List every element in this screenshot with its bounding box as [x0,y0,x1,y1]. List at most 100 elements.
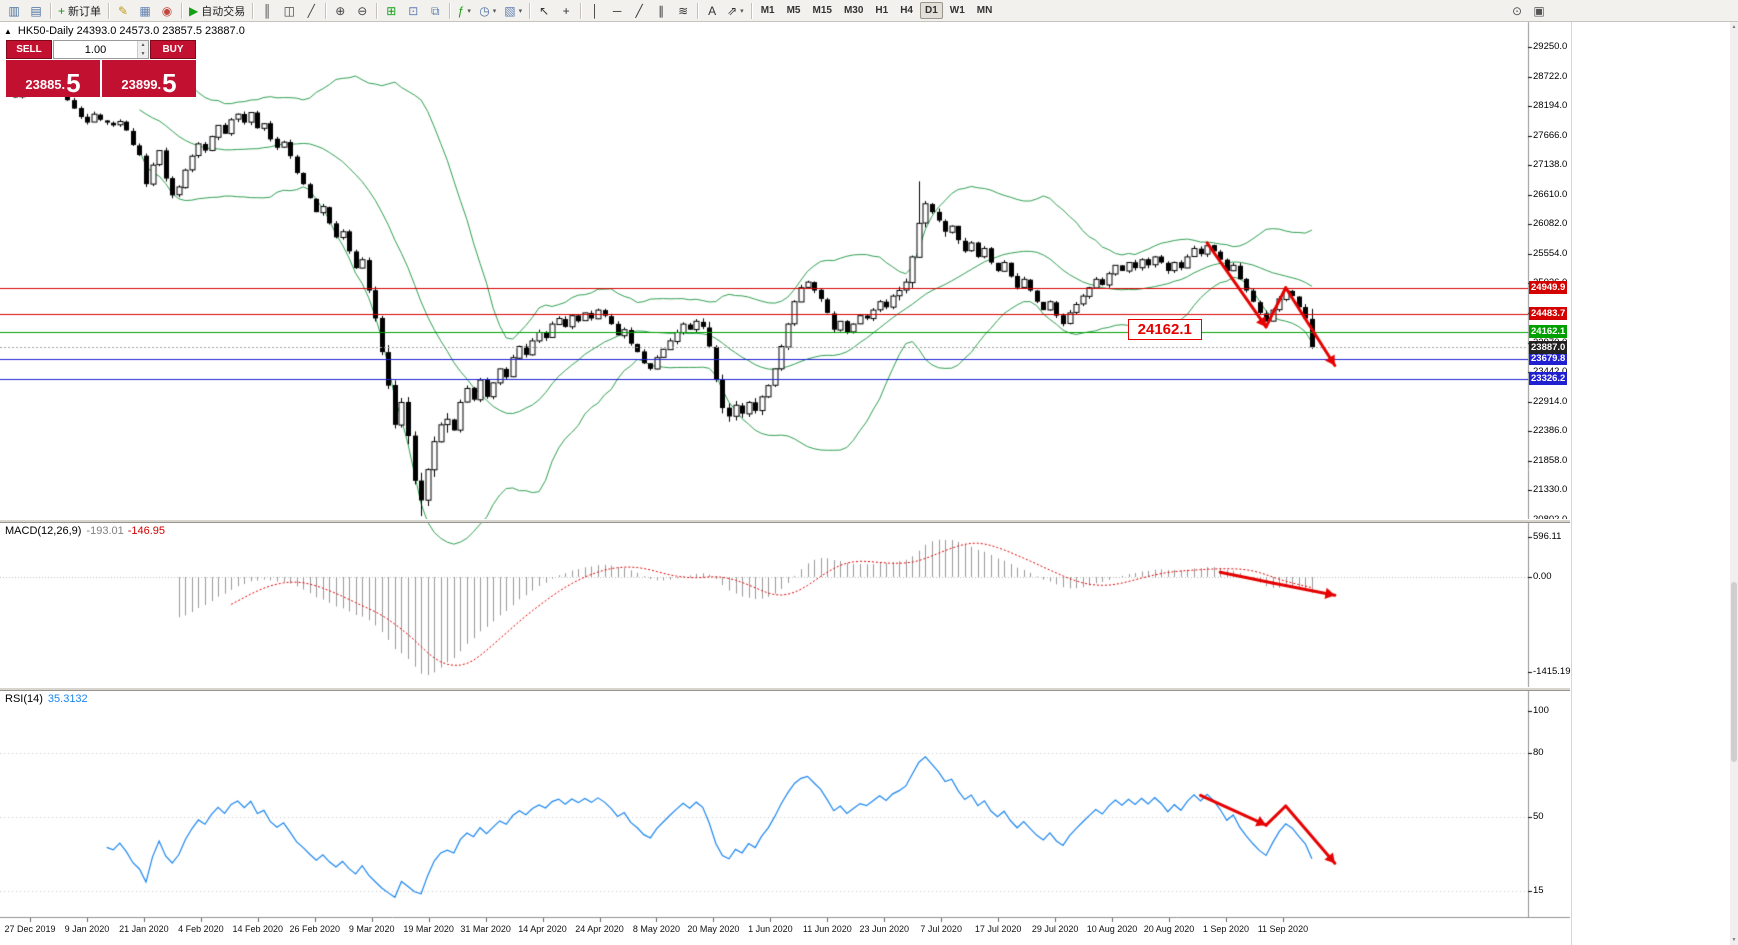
right-empty-area [1571,22,1730,945]
arrows-tool-icon: ⇗ [727,3,738,18]
ohlc-text: HK50-Daily 24393.0 24573.0 23857.5 23887… [17,25,245,37]
oneclick-trading-panel: SELL ▲▼ BUY 23885.5 23899.5 [6,40,196,97]
bar-chart-mode-button[interactable]: ║ [257,2,277,20]
rsi-label: RSI(14) [5,693,43,705]
macd-value-main: -193.01 [86,525,124,537]
zoom-in-button[interactable]: ⊕ [330,2,350,20]
volume-up-button[interactable]: ▲ [138,41,148,50]
timeframe-m15-button[interactable]: M15 [812,5,832,16]
autotrading-button[interactable]: ▶ 自动交易 [186,2,248,20]
toolbar-separator [325,2,327,19]
buy-price-display[interactable]: 23899. 5 [102,60,196,97]
toolbar-separator [580,2,582,19]
indicators-dropdown-icon[interactable]: ▾ [467,7,471,15]
sell-button[interactable]: SELL [6,40,52,59]
metaeditor-button[interactable]: ✎ [113,2,133,20]
templates-button[interactable]: ▧ ▾ [501,2,525,20]
vertical-line-button[interactable]: │ [585,2,605,20]
timeframe-w1-button[interactable]: W1 [949,5,965,16]
macd-label: MACD(12,26,9) [5,525,82,537]
candlestick-mode-icon: ◫ [283,3,295,18]
panel-divider-macd[interactable] [0,519,1570,523]
vertical-scrollbar[interactable]: ▲ ▼ [1730,22,1738,945]
scroll-up-button[interactable]: ▲ [1731,24,1737,30]
toolbar-separator [376,2,378,19]
community-button[interactable]: ◉ [157,2,177,20]
arrows-tool-button[interactable]: ⇗ ▾ [724,2,747,20]
sell-price-pips: 5 [66,67,81,98]
indicators-icon: ƒ [457,3,465,18]
channel-button[interactable]: ∥ [651,2,671,20]
volume-spinner: ▲ ▼ [137,41,148,58]
toolbar-separator [181,2,183,19]
line-chart-mode-button[interactable]: ╱ [301,2,321,20]
macd-value-signal: -146.95 [127,525,166,537]
scrollbar-thumb[interactable] [1731,582,1737,762]
timeframe-mn-button[interactable]: MN [976,5,993,16]
cascade-windows-icon: ⧉ [430,3,440,18]
toolbar-separator [750,2,752,19]
timeframe-m30-button[interactable]: M30 [843,5,864,16]
fibonacci-button[interactable]: ≋ [673,2,693,20]
cursor-button[interactable]: ↖ [534,2,554,20]
templates-icon: ▧ [504,3,516,18]
timeframe-m1-button[interactable]: M1 [760,5,775,16]
text-tool-button[interactable]: A [702,2,722,20]
new-chart-icon: ▥ [8,3,20,18]
profiles-button[interactable]: ▤ [26,2,46,20]
timeframe-d1-button[interactable]: D1 [920,2,943,19]
periods-icon: ◷ [479,3,490,18]
toolbar-right: ⊙ ▣ [1506,2,1550,20]
indicators-button[interactable]: ƒ ▾ [454,2,474,20]
trendline-button[interactable]: ╱ [629,2,649,20]
crosshair-icon: + [562,3,570,18]
vertical-line-icon: │ [591,3,599,18]
toolbar-separator [108,2,110,19]
terminal-button[interactable]: ▦ [135,2,155,20]
search-button[interactable]: ⊙ [1507,2,1527,20]
periods-dropdown-icon[interactable]: ▾ [492,7,497,15]
new-chart-button[interactable]: ▥ [4,2,24,20]
volume-down-button[interactable]: ▼ [138,49,148,58]
crosshair-button[interactable]: + [556,2,576,20]
volume-input[interactable] [54,41,137,58]
panel-divider-rsi[interactable] [0,687,1570,691]
periods-button[interactable]: ◷ ▾ [476,2,499,20]
search-icon: ⊙ [1511,3,1523,18]
timeframe-m5-button[interactable]: M5 [786,5,801,16]
tile-windows-icon: ⊞ [386,3,397,18]
zoom-out-button[interactable]: ⊖ [352,2,372,20]
rsi-header: RSI(14) 35.3132 [5,693,88,705]
buy-price-pips: 5 [162,67,177,98]
terminal-icon: ▦ [139,3,151,18]
toolbar-separator [252,2,254,19]
new-window-button[interactable]: ▣ [1529,2,1549,20]
new-order-icon: + [58,3,66,18]
tile-windows-button[interactable]: ⊞ [381,2,401,20]
autotrading-label: 自动交易 [201,5,246,18]
arrange-windows-button[interactable]: ⊡ [403,2,423,20]
price-annotation-label[interactable]: 24162.1 [1127,318,1202,340]
templates-dropdown-icon[interactable]: ▾ [518,7,523,15]
oneclick-toggle-button[interactable]: ▲ [4,26,12,36]
sell-price-display[interactable]: 23885. 5 [6,60,100,97]
sell-price-main: 23885. [25,77,66,92]
timeframe-h4-button[interactable]: H4 [900,5,913,16]
new-order-button[interactable]: + 新订单 [55,2,104,20]
arrange-windows-icon: ⊡ [408,3,419,18]
toolbar-separator [529,2,531,19]
arrows-tool-dropdown-icon[interactable]: ▾ [740,7,744,15]
buy-button[interactable]: BUY [150,40,196,59]
metaeditor-icon: ✎ [117,3,129,18]
timeframe-h1-button[interactable]: H1 [875,5,889,16]
candlestick-mode-button[interactable]: ◫ [279,2,299,20]
scroll-down-button[interactable]: ▼ [1731,937,1737,943]
toolbar-buttons: ▥ ▤ + 新订单 ✎ ▦ ◉ ▶ 自动交易 ║ ◫ ╱ ⊕ ⊖ ⊞ ⊡ ⧉ ƒ ▾ ◷ ▾ ▧ ▾ ↖ + │ ─ ╱ ∥ ≋ A ⇗ ▾ [3,2,755,20]
zoom-in-icon: ⊕ [335,3,346,18]
timeframe-buttons: M1 M5 M15 M30 H1 H4 D1 W1 MN [755,2,999,19]
text-tool-icon: A [708,3,717,18]
cascade-windows-button[interactable]: ⧉ [425,2,445,20]
horizontal-line-button[interactable]: ─ [607,2,627,20]
